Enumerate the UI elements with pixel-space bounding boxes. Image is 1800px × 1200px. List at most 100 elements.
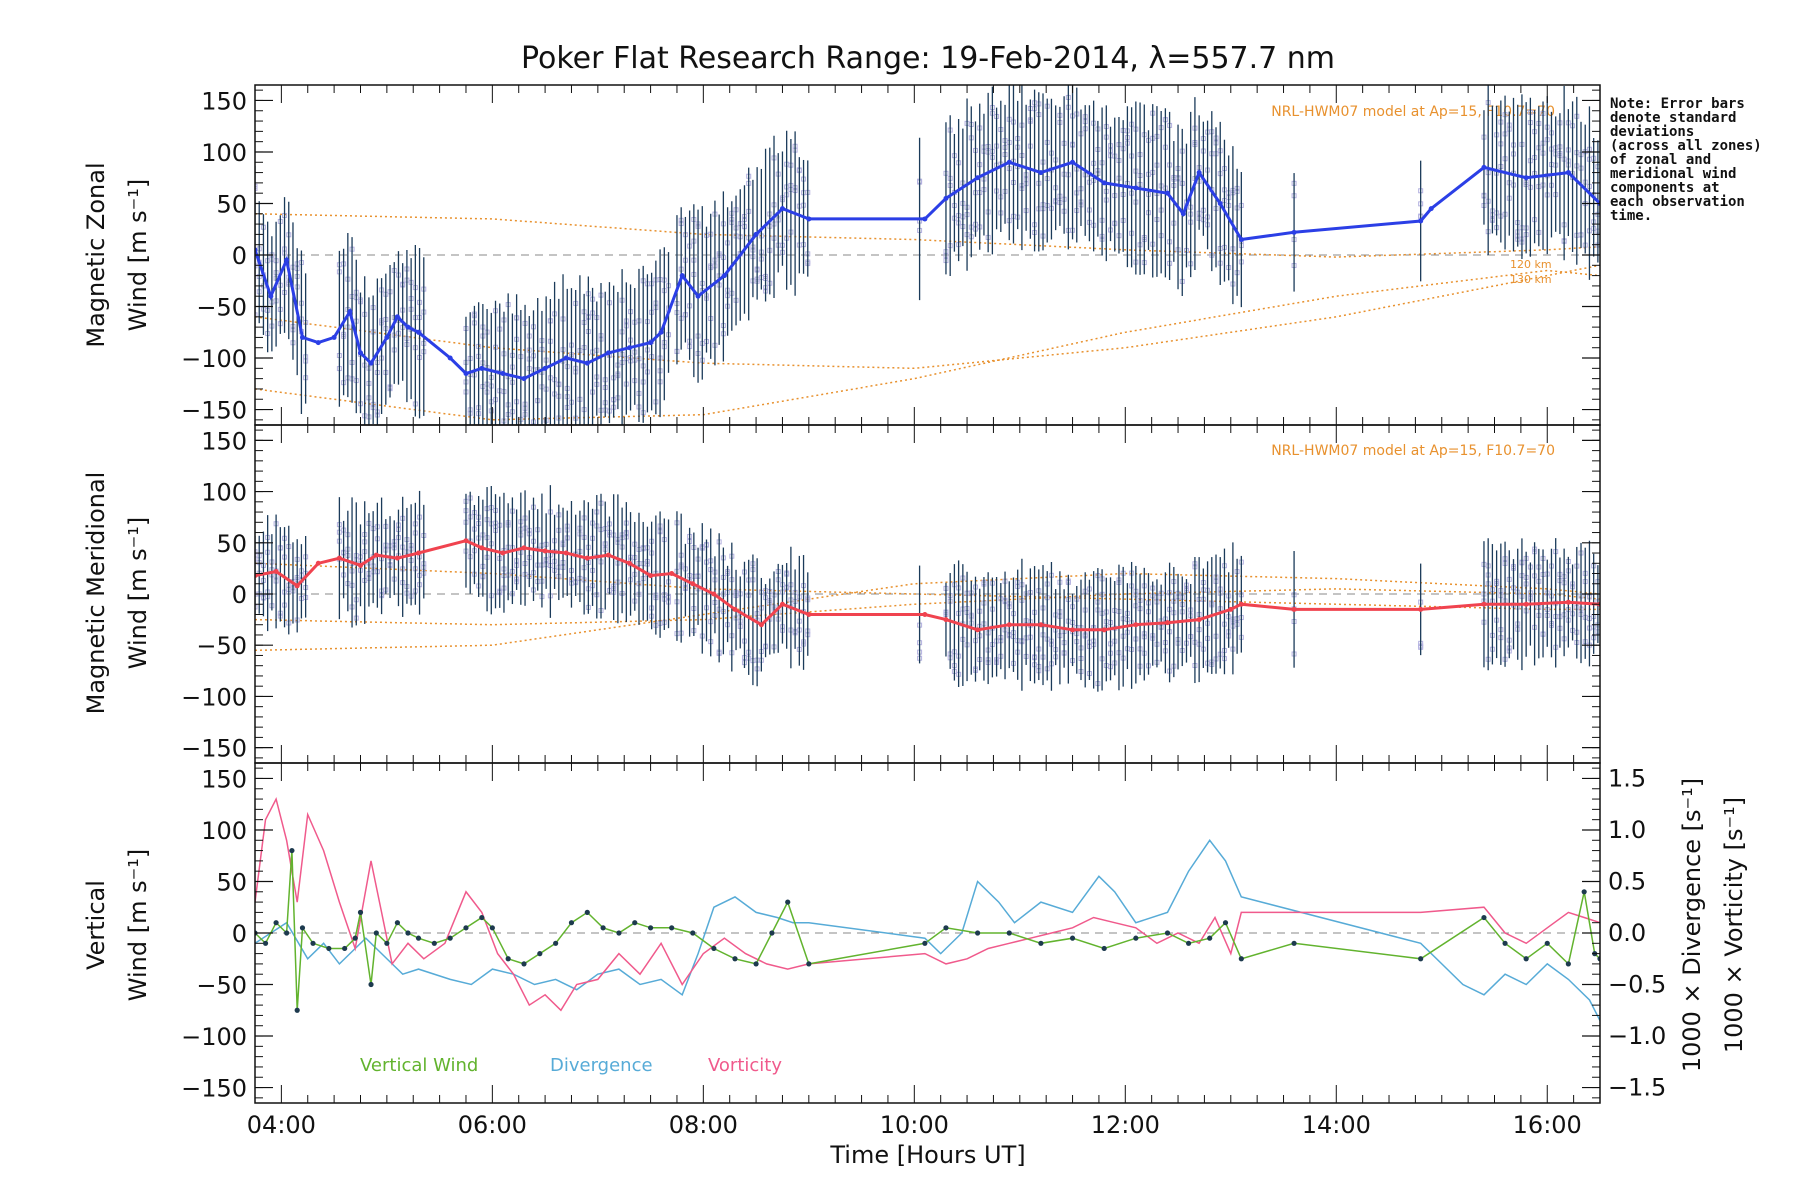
zonal-scatter-point [519,433,523,437]
vertical-wind-point [1133,935,1139,941]
note-line: meridional wind [1610,166,1736,182]
meridional-mean-point [1101,627,1107,633]
divergence-y2label: 1000 × Divergence [s⁻¹] [1678,778,1706,1072]
zonal-mean-point [975,175,981,181]
vertical-wind-point [373,930,379,936]
meridional-mean-point [521,545,527,551]
meridional-mean-point [806,611,812,617]
meridional-scatter-point [255,556,258,562]
y2-tick-label: 1.0 [1608,816,1646,844]
y2-tick-label: −1.5 [1608,1074,1666,1102]
meridional-mean-point [373,552,379,558]
meridional-mean-point [584,555,590,561]
zonal-mean-point [563,355,569,361]
vertical-y-tick-label: −150 [181,1075,247,1103]
vertical-wind-point [568,920,575,926]
zonal-mean-point [1180,211,1186,217]
zonal-mean-point [463,370,469,376]
zonal-model-annotation: NRL-HWM07 model at Ap=15, F10.7=70 [1271,104,1555,120]
zonal-mean-point [416,329,422,335]
meridional-y-tick-label: −100 [181,683,247,711]
meridional-model-curve-1 [255,588,1600,626]
zonal-mean-point [315,340,321,346]
meridional-mean-point [294,583,300,589]
vertical-wind-point [521,961,527,967]
zonal-mean-point [479,365,485,371]
vertical-y-tick-label: 0 [232,920,247,948]
meridional-mean-point [500,550,506,556]
vertical-wind-point [753,961,759,967]
zonal-mean-point [1070,159,1076,165]
vorticity-y2label: 1000 × Vorticity [s⁻¹] [1720,797,1748,1053]
zonal-mean-point [268,293,274,299]
meridional-mean-point [463,538,469,544]
meridional-mean-point [648,573,654,579]
zonal-mean-point [1217,200,1223,206]
zonal-inner [255,85,1600,438]
note-line: (across all zones) [1610,138,1762,154]
zonal-scatter-point [363,427,367,431]
zonal-ylabel: Magnetic Zonal Wind [m s⁻¹] [82,162,152,347]
meridional-mean-point [1418,606,1424,612]
zonal-mean-point [1101,180,1107,186]
meridional-mean-point [922,611,928,617]
x-tick-label: 10:00 [880,1111,949,1139]
zonal-scatter-point [255,185,258,191]
zonal-mean-point [1164,190,1170,196]
meridional-panel: −150 −100 −50 0 50 100 150 [181,424,1601,764]
zonal-scatter-point [494,432,498,436]
vertical-wind-point [600,925,606,931]
zonal-scatter-point [255,312,258,318]
vertical-wind-point [284,930,290,936]
x-tick-label: 06:00 [458,1111,527,1139]
vertical-wind-point [505,956,511,962]
y2-tick-label: 1.5 [1608,764,1646,792]
meridional-mean-point [273,568,279,574]
vertical-wind-line [255,850,1600,1011]
zonal-model-curve-1 [255,264,1600,370]
vertical-wind-point [690,930,696,936]
model-label-120km: 120 km [1510,258,1552,271]
vorticity-line [255,796,1600,1012]
plot-area: −150−100−50050100150−150−100−50050100150… [181,84,1666,1139]
zonal-mean-point [1428,206,1434,212]
vertical-wind-point [405,930,411,936]
zonal-y-tick-label: 150 [201,87,247,115]
vertical-wind-point [1222,920,1229,926]
vertical-y-tick-label: 100 [201,817,247,845]
meridional-mean-point [1038,622,1044,628]
zonal-scatter-point [561,434,565,438]
zonal-mean-point [331,334,337,340]
zonal-mean-point [1291,229,1297,235]
meridional-ylabel-line1: Magnetic Meridional [82,472,110,715]
vertical-wind-point [273,920,279,926]
meridional-mean-point [315,560,321,566]
vertical-wind-point [326,945,332,952]
zonal-panel: −150 −100 −50 0 50 100 150 [181,84,1601,438]
vertical-ylabel-line2: Wind [m s⁻¹] [124,849,152,1001]
meridional-mean-point [416,550,422,556]
vertical-wind-point [553,940,559,946]
vertical-y-tick-label: 50 [216,868,247,896]
note-line: components at [1610,180,1720,196]
meridional-mean-point [1481,601,1487,607]
divergence-line [255,839,1600,1021]
meridional-y-tick-label: 0 [232,581,247,609]
zonal-mean-point [500,370,506,376]
meridional-mean-point [605,552,611,558]
vertical-wind-point [289,847,295,854]
meridional-y-tick-label: 150 [201,427,247,455]
x-axis-label: Time [Hours UT] [829,1141,1025,1169]
vertical-wind-point [479,914,485,921]
zonal-mean-point [394,314,400,320]
meridional-mean-point [1238,601,1244,607]
vertical-wind-point [1238,956,1244,962]
vertical-wind-point [357,909,364,915]
meridional-mean-point [1196,617,1202,623]
vertical-wind-point [1418,956,1424,962]
vertical-wind-point [1006,930,1012,936]
zonal-model-curve-2 [255,269,1600,421]
vertical-wind-point [669,925,675,931]
meridional-y-tick-label: −150 [181,735,247,763]
meridional-mean-point [479,545,485,551]
